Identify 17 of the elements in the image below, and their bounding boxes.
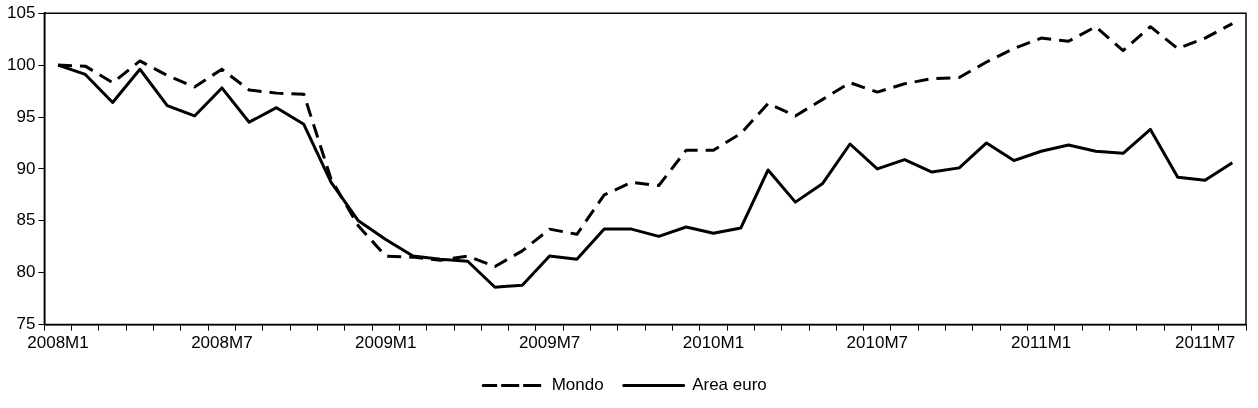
y-tick-label: 80 [16,262,36,282]
x-tick-label: 2011M7 [1174,333,1236,353]
y-tick-label: 95 [16,106,36,126]
x-tick-label: 2011M1 [1011,333,1072,353]
x-tick-label: 2010M1 [682,333,745,353]
y-tick-label: 75 [16,314,36,334]
legend-label: Mondo [551,375,604,395]
y-tick-label: 105 [6,2,36,22]
x-tick-label: 2010M7 [846,333,909,353]
y-tick-label: 90 [16,158,36,178]
x-tick-label: 2008M7 [191,333,253,353]
y-tick-label: 85 [16,210,36,230]
x-tick-label: 2009M7 [518,333,581,353]
y-tick-label: 100 [6,54,36,74]
x-tick-label: 2009M1 [355,333,417,353]
legend-label: Area euro [692,375,767,395]
x-tick-label: 2008M1 [27,333,89,353]
